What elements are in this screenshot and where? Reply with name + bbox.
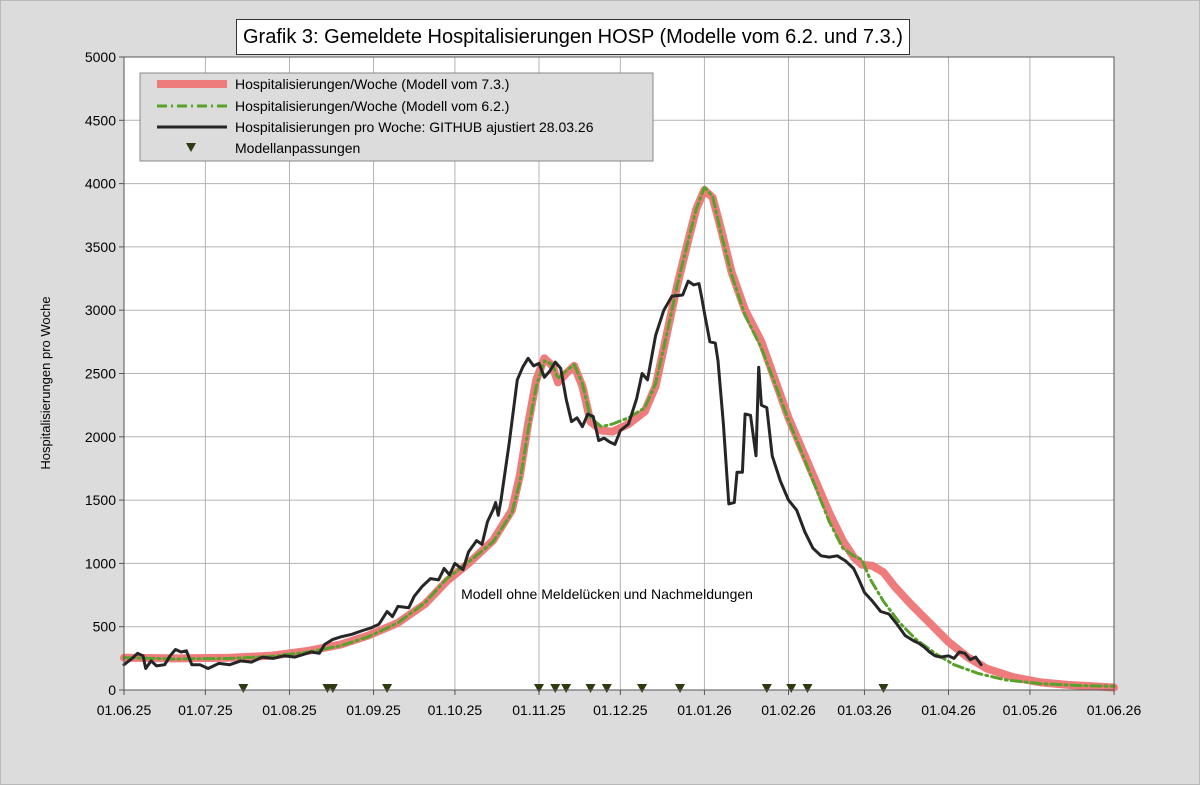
y-tick-label: 3500 (85, 239, 116, 255)
model-adjustment-marker (585, 684, 596, 693)
x-tick-label: 01.06.26 (1087, 702, 1142, 718)
y-tick-label: 500 (93, 619, 117, 635)
x-tick-label: 01.05.26 (1003, 702, 1058, 718)
y-tick-label: 4000 (85, 176, 116, 192)
model-adjustment-marker (533, 684, 544, 693)
model-adjustment-marker (786, 684, 797, 693)
model-adjustment-marker (601, 684, 612, 693)
model-adjustment-marker (327, 684, 338, 693)
y-tick-label: 1000 (85, 555, 116, 571)
x-tick-label: 01.03.26 (837, 702, 892, 718)
y-axis-label: Hospitalisierungen pro Woche (38, 296, 53, 469)
series-line-2 (122, 279, 983, 670)
y-tick-label: 1500 (85, 492, 116, 508)
y-tick-label: 0 (108, 682, 116, 698)
x-tick-label: 01.09.25 (346, 702, 401, 718)
legend-label-model-adjustments: Modellanpassungen (235, 140, 360, 156)
marker-layer (238, 684, 889, 693)
y-tick-label: 4500 (85, 112, 116, 128)
x-tick-label: 01.04.26 (921, 702, 976, 718)
legend: Hospitalisierungen/Woche (Modell vom 7.3… (139, 72, 654, 162)
series-line-1 (122, 185, 1116, 688)
x-tick-label: 01.10.25 (428, 702, 483, 718)
x-tick-label: 01.06.25 (97, 702, 152, 718)
y-tick-label: 2500 (85, 366, 116, 382)
model-adjustment-marker (675, 684, 686, 693)
model-adjustment-marker (561, 684, 572, 693)
tick-layer: 0 500 1000 1500 2000 2500 3000 3500 4000 4500 5000… (85, 49, 1142, 718)
x-tick-label: 01.02.26 (761, 702, 816, 718)
model-adjustment-marker (878, 684, 889, 693)
model-adjustment-marker (550, 684, 561, 693)
model-adjustment-marker (761, 684, 772, 693)
y-tick-label: 2000 (85, 429, 116, 445)
y-tick-label: 5000 (85, 49, 116, 65)
annotation-text: Modell ohne Meldelücken und Nachmeldunge… (461, 586, 753, 602)
model-adjustment-marker (238, 684, 249, 693)
x-tick-label: 01.08.25 (262, 702, 317, 718)
model-adjustment-marker (382, 684, 393, 693)
x-tick-label: 01.01.26 (677, 702, 732, 718)
series-layer (120, 185, 1118, 692)
x-tick-label: 01.11.25 (512, 702, 566, 718)
y-tick-label: 3000 (85, 302, 116, 318)
model-adjustment-marker (802, 684, 813, 693)
legend-label-model-7-3: Hospitalisierungen/Woche (Modell vom 7.3… (235, 76, 509, 92)
chart-title: Grafik 3: Gemeldete Hospitalisierungen H… (236, 19, 910, 55)
legend-label-github: Hospitalisierungen pro Woche: GITHUB aju… (235, 119, 594, 135)
x-tick-label: 01.07.25 (178, 702, 233, 718)
x-tick-label: 01.12.25 (593, 702, 648, 718)
model-adjustment-marker (637, 684, 648, 693)
legend-swatch-model-adjustments (186, 143, 196, 152)
legend-label-model-6-2: Hospitalisierungen/Woche (Modell vom 6.2… (235, 98, 509, 114)
